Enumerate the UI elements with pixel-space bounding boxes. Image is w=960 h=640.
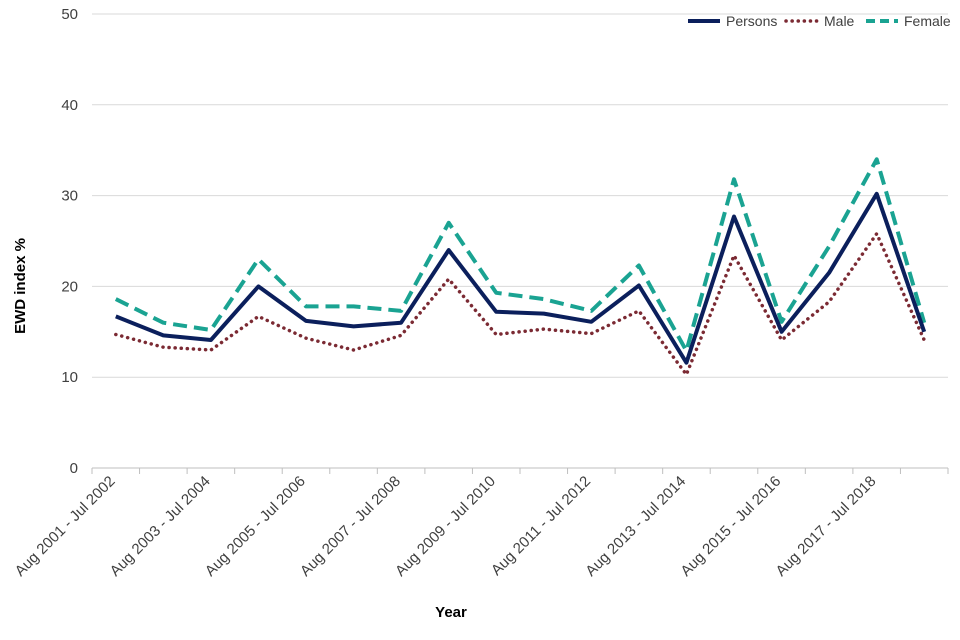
gridlines [92, 13, 948, 378]
y-tick-label: 10 [61, 369, 78, 386]
y-axis-title: EWD index % [12, 238, 29, 334]
x-tick-label: Aug 2009 - Jul 2010 [392, 473, 499, 580]
x-tick-label: Aug 2013 - Jul 2014 [582, 473, 689, 580]
legend: Persons Male Female [688, 13, 951, 29]
y-tick-label: 0 [70, 460, 78, 477]
series-line-female [114, 157, 927, 353]
x-axis-title: Year [435, 604, 467, 621]
y-tick-label: 50 [61, 6, 78, 23]
x-tick-label: Aug 2003 - Jul 2004 [107, 473, 214, 580]
y-tick-label: 20 [61, 278, 78, 295]
series-line-persons [115, 191, 927, 365]
x-tick-label: Aug 2017 - Jul 2018 [773, 473, 880, 580]
y-axis-tick-labels: 0 10 20 30 40 50 [61, 6, 78, 477]
x-tick-label: Aug 2011 - Jul 2012 [488, 473, 594, 579]
x-axis [91, 467, 949, 474]
y-tick-label: 30 [61, 188, 78, 205]
x-tick-label: Aug 2005 - Jul 2006 [202, 473, 309, 580]
legend-label-female: Female [904, 13, 951, 29]
x-tick-label: Aug 2001 - Jul 2002 [12, 473, 119, 580]
series-lines [114, 157, 927, 377]
legend-label-male: Male [824, 13, 855, 29]
x-tick-label: Aug 2007 - Jul 2008 [297, 473, 404, 580]
x-tick-label: Aug 2015 - Jul 2016 [677, 473, 784, 580]
legend-label-persons: Persons [726, 13, 777, 29]
y-tick-label: 40 [61, 97, 78, 114]
series-line-male [114, 231, 926, 377]
